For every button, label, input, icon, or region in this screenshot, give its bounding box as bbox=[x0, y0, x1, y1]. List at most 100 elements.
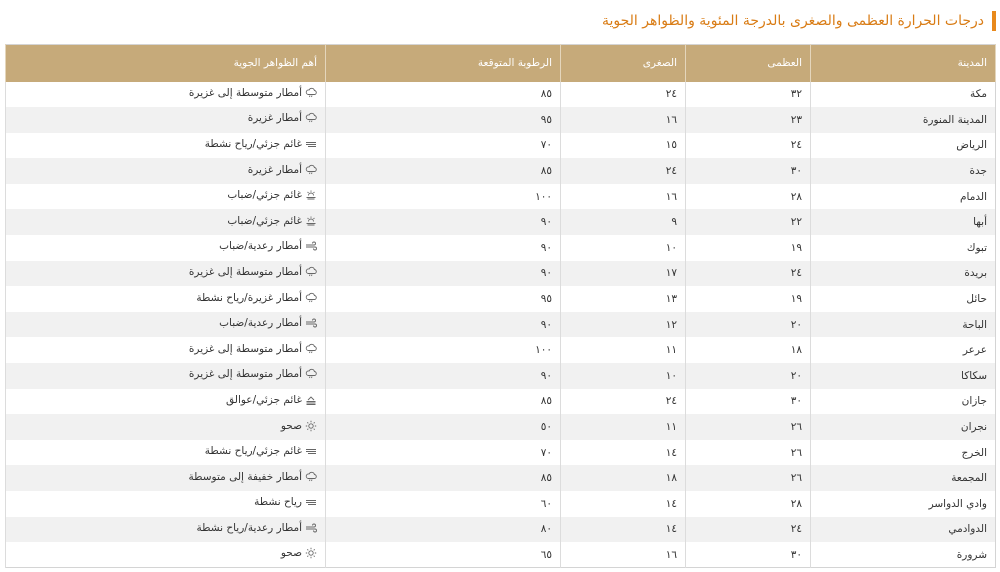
header-weather: أهم الظواهر الجوية bbox=[5, 44, 326, 82]
weather-text: أمطار رعدية/ضباب bbox=[219, 240, 302, 253]
rain-cloud-icon bbox=[305, 164, 317, 176]
table-row: شرورة ٣٠ ١٦ ٦٥ صحو bbox=[5, 542, 996, 568]
cell-city: الدوادمي bbox=[810, 516, 996, 543]
cell-city: جدة bbox=[810, 158, 996, 184]
cell-city: جازان bbox=[810, 388, 996, 415]
weather-text: غائم جزئي/ضباب bbox=[227, 214, 302, 227]
weather-content: أمطار خفيفة إلى متوسطة bbox=[189, 471, 317, 483]
cell-max: ٢٦ bbox=[685, 439, 811, 466]
cell-min: ١٠ bbox=[560, 235, 686, 261]
table-row: أبها ٢٢ ٩ ٩٠ غائم جزئي/ضباب bbox=[5, 209, 996, 236]
cell-city: سكاكا bbox=[810, 363, 996, 389]
cell-min: ١٠ bbox=[560, 363, 686, 389]
weather-text: غائم جزئي/رياح نشطة bbox=[204, 445, 302, 458]
cell-weather: صحو bbox=[5, 414, 326, 440]
cell-city: الخرج bbox=[810, 439, 996, 466]
cell-humidity: ٧٠ bbox=[325, 132, 561, 159]
table-row: بريدة ٢٤ ١٧ ٩٠ أمطار متوسطة إلى غزيرة bbox=[5, 260, 996, 287]
table-row: حائل ١٩ ١٣ ٩٥ أمطار غزيرة/رياح نشطة bbox=[5, 286, 996, 312]
table-row: وادي الدواسر ٢٨ ١٤ ٦٠ رياح نشطة bbox=[5, 491, 996, 517]
weather-content: أمطار رعدية/رياح نشطة bbox=[196, 522, 317, 534]
title-accent-bar bbox=[992, 11, 996, 31]
cell-min: ٢٤ bbox=[560, 81, 686, 108]
cell-weather: غائم جزئي/ضباب bbox=[5, 209, 326, 236]
cell-city: الباحة bbox=[810, 311, 996, 338]
cell-max: ٢٦ bbox=[685, 414, 811, 440]
table-row: الدوادمي ٢٤ ١٤ ٨٠ أمطار رعدية/رياح نشطة bbox=[5, 516, 996, 543]
cell-min: ١٦ bbox=[560, 107, 686, 133]
weather-content: غائم جزئي/رياح نشطة bbox=[205, 138, 317, 150]
cell-humidity: ٩٠ bbox=[325, 209, 561, 236]
cell-min: ١٦ bbox=[560, 542, 686, 568]
cell-max: ٣٠ bbox=[685, 158, 811, 184]
cell-weather: صحو bbox=[5, 542, 326, 568]
weather-content: أمطار متوسطة إلى غزيرة bbox=[189, 266, 317, 278]
weather-text: أمطار رعدية/رياح نشطة bbox=[196, 521, 302, 534]
cell-weather: أمطار غزيرة bbox=[5, 158, 326, 184]
cell-humidity: ٦٠ bbox=[325, 491, 561, 517]
cell-max: ٢٣ bbox=[685, 107, 811, 133]
table-row: الباحة ٢٠ ١٢ ٩٠ أمطار رعدية/ضباب bbox=[5, 311, 996, 338]
cell-min: ١٨ bbox=[560, 465, 686, 491]
cell-max: ٣٠ bbox=[685, 388, 811, 415]
weather-content: غائم جزئي/عوالق bbox=[226, 394, 317, 406]
weather-text: أمطار متوسطة إلى غزيرة bbox=[188, 265, 302, 278]
table-row: تبوك ١٩ ١٠ ٩٠ أمطار رعدية/ضباب bbox=[5, 235, 996, 261]
cell-min: ١١ bbox=[560, 337, 686, 364]
weather-text: غائم جزئي/ضباب bbox=[227, 189, 302, 202]
cell-max: ١٩ bbox=[685, 286, 811, 312]
table-row: الخرج ٢٦ ١٤ ٧٠ غائم جزئي/رياح نشطة bbox=[5, 439, 996, 466]
weather-text: أمطار متوسطة إلى غزيرة bbox=[188, 342, 302, 355]
weather-text: أمطار غزيرة bbox=[247, 163, 302, 176]
weather-content: غائم جزئي/ضباب bbox=[227, 215, 317, 227]
cell-min: ١٣ bbox=[560, 286, 686, 312]
weather-text: أمطار متوسطة إلى غزيرة bbox=[188, 368, 302, 381]
cell-humidity: ٨٥ bbox=[325, 388, 561, 415]
cell-city: بريدة bbox=[810, 260, 996, 287]
rain-cloud-icon bbox=[305, 112, 317, 124]
cell-max: ٢٢ bbox=[685, 209, 811, 236]
cell-weather: أمطار رعدية/ضباب bbox=[5, 311, 326, 338]
cell-city: أبها bbox=[810, 209, 996, 236]
cell-humidity: ٨٥ bbox=[325, 465, 561, 491]
cell-weather: أمطار متوسطة إلى غزيرة bbox=[5, 337, 326, 364]
cell-city: عرعر bbox=[810, 337, 996, 364]
page-title: درجات الحرارة العظمى والصغرى بالدرجة الم… bbox=[601, 13, 984, 29]
cell-humidity: ٩٠ bbox=[325, 363, 561, 389]
cell-humidity: ٥٠ bbox=[325, 414, 561, 440]
rain-cloud-icon bbox=[305, 266, 317, 278]
cell-max: ٢٤ bbox=[685, 132, 811, 159]
cell-weather: غائم جزئي/رياح نشطة bbox=[5, 439, 326, 466]
cell-weather: أمطار غزيرة/رياح نشطة bbox=[5, 286, 326, 312]
table-row: الدمام ٢٨ ١٦ ١٠٠ غائم جزئي/ضباب bbox=[5, 183, 996, 210]
weather-content: أمطار متوسطة إلى غزيرة bbox=[189, 343, 317, 355]
cell-weather: أمطار رعدية/رياح نشطة bbox=[5, 516, 326, 543]
wind-gust-icon bbox=[305, 317, 317, 329]
table-row: الرياض ٢٤ ١٥ ٧٠ غائم جزئي/رياح نشطة bbox=[5, 132, 996, 159]
wind-icon bbox=[305, 138, 317, 150]
table-body: مكة ٣٢ ٢٤ ٨٥ أمطار متوسطة إلى غزيرة المد… bbox=[5, 81, 996, 568]
weather-text: أمطار رعدية/ضباب bbox=[219, 317, 302, 330]
weather-content: أمطار غزيرة/رياح نشطة bbox=[196, 292, 317, 304]
cell-max: ٢٠ bbox=[685, 311, 811, 338]
cell-city: حائل bbox=[810, 286, 996, 312]
weather-table: المدينة العظمى الصغرى الرطوبة المتوقعة أ… bbox=[5, 44, 996, 569]
cell-min: ٢٤ bbox=[560, 158, 686, 184]
table-row: المجمعة ٢٦ ١٨ ٨٥ أمطار خفيفة إلى متوسطة bbox=[5, 465, 996, 491]
cell-min: ١٢ bbox=[560, 311, 686, 338]
cell-min: ١٤ bbox=[560, 439, 686, 466]
cell-min: ١٤ bbox=[560, 491, 686, 517]
table-row: عرعر ١٨ ١١ ١٠٠ أمطار متوسطة إلى غزيرة bbox=[5, 337, 996, 364]
cell-min: ٢٤ bbox=[560, 388, 686, 415]
cell-max: ٢٨ bbox=[685, 183, 811, 210]
cell-max: ٢٨ bbox=[685, 491, 811, 517]
cell-city: الرياض bbox=[810, 132, 996, 159]
cell-city: تبوك bbox=[810, 235, 996, 261]
weather-text: صحو bbox=[280, 419, 302, 432]
rain-cloud-icon bbox=[305, 343, 317, 355]
table-row: سكاكا ٢٠ ١٠ ٩٠ أمطار متوسطة إلى غزيرة bbox=[5, 363, 996, 389]
weather-text: رياح نشطة bbox=[254, 496, 302, 509]
cell-weather: غائم جزئي/ضباب bbox=[5, 183, 326, 210]
table-row: جدة ٣٠ ٢٤ ٨٥ أمطار غزيرة bbox=[5, 158, 996, 184]
